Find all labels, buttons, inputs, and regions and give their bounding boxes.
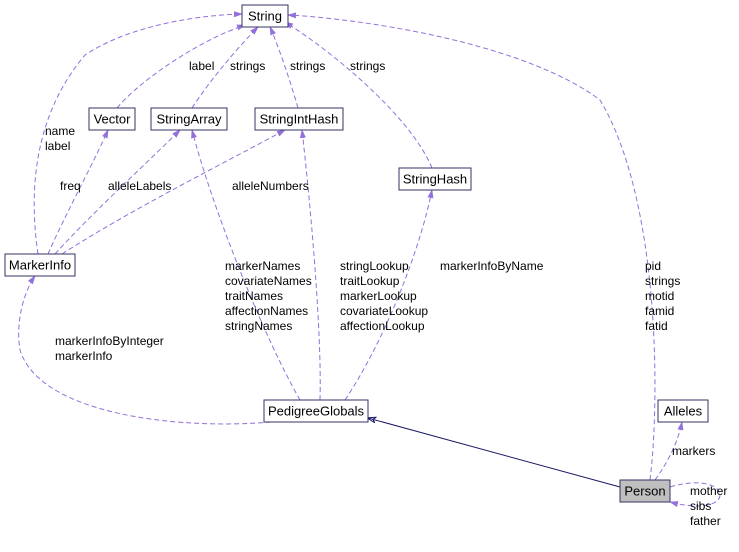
edge-label: stringNames <box>225 319 292 333</box>
edge-PedigreeGlobals-StringIntHash <box>302 130 320 400</box>
edge-label: traitLookup <box>340 274 400 288</box>
edge-label: pid <box>645 259 661 273</box>
edge-label: strings <box>645 274 680 288</box>
node-label: Alleles <box>664 403 703 418</box>
edge-StringHash-String <box>285 22 432 168</box>
edge-label: label <box>45 139 70 153</box>
edge-label: father <box>690 514 721 528</box>
node-label: MarkerInfo <box>9 257 71 272</box>
edge-label: markerInfo <box>55 349 113 363</box>
node-Vector[interactable]: Vector <box>89 108 135 130</box>
node-StringHash[interactable]: StringHash <box>399 168 471 190</box>
node-label: String <box>248 8 282 23</box>
edge-label: strings <box>230 59 265 73</box>
edge-labels-layer: labelstringsstringsstringsnamelabelfreqa… <box>45 59 727 528</box>
edge-label: affectionNames <box>225 304 308 318</box>
node-Person[interactable]: Person <box>620 480 670 502</box>
edge-Person-PedigreeGlobals <box>368 418 620 487</box>
edge-label: fatid <box>645 319 668 333</box>
node-StringIntHash[interactable]: StringIntHash <box>255 108 343 130</box>
node-label: Person <box>624 483 665 498</box>
node-label: StringHash <box>403 171 467 186</box>
edge-label: mother <box>690 484 727 498</box>
node-PedigreeGlobals[interactable]: PedigreeGlobals <box>264 400 368 422</box>
edge-label: stringLookup <box>340 259 409 273</box>
edge-label: markerLookup <box>340 289 417 303</box>
node-StringArray[interactable]: StringArray <box>151 108 227 130</box>
node-Alleles[interactable]: Alleles <box>658 400 708 422</box>
edge-label: label <box>189 59 214 73</box>
edge-label: markerNames <box>225 259 300 273</box>
edge-label: alleleLabels <box>108 179 171 193</box>
edge-Vector-String <box>117 25 245 108</box>
edge-label: affectionLookup <box>340 319 425 333</box>
edge-label: famid <box>645 304 674 318</box>
edge-label: freq <box>60 179 81 193</box>
edge-label: name <box>45 124 75 138</box>
edge-label: alleleNumbers <box>232 179 309 193</box>
edge-label: covariateLookup <box>340 304 428 318</box>
nodes-layer: String Vector StringArray StringIntHash Stri… <box>5 5 708 502</box>
edge-label: markerInfoByName <box>440 259 544 273</box>
node-label: StringArray <box>156 111 222 126</box>
node-label: PedigreeGlobals <box>268 403 365 418</box>
edge-label: markerInfoByInteger <box>55 334 164 348</box>
edge-label: motid <box>645 289 674 303</box>
edge-label: traitNames <box>225 289 283 303</box>
dependency-graph: String Vector StringArray StringIntHash Stri… <box>0 0 739 552</box>
edge-label: covariateNames <box>225 274 312 288</box>
node-MarkerInfo[interactable]: MarkerInfo <box>5 254 75 276</box>
edge-label: strings <box>290 59 325 73</box>
node-label: Vector <box>94 111 132 126</box>
edge-label: sibs <box>690 499 711 513</box>
edge-label: strings <box>350 59 385 73</box>
node-label: StringIntHash <box>260 111 339 126</box>
edge-label: markers <box>672 444 715 458</box>
node-String[interactable]: String <box>242 5 288 27</box>
